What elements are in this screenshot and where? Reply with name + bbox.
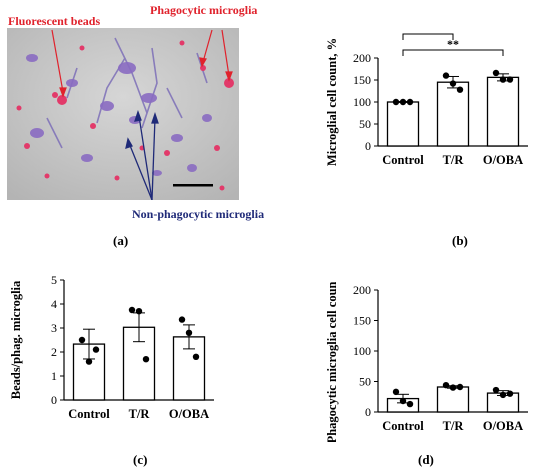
significance-bracket — [402, 33, 454, 40]
y-tick-label: 100 — [353, 344, 371, 358]
x-tick-label: T/R — [443, 153, 465, 167]
data-point — [442, 72, 450, 79]
bar-ooba — [486, 76, 520, 147]
data-point — [499, 391, 507, 399]
bar-tr — [436, 81, 470, 147]
y-tick-label: 150 — [353, 73, 371, 87]
y-tick-label: 100 — [353, 95, 371, 109]
y-tick-label: 50 — [359, 375, 371, 389]
data-point — [392, 98, 400, 106]
data-point — [492, 69, 500, 77]
x-tick-label: Control — [382, 153, 424, 167]
non-phagocytic-microglia-label: Non-phagocytic microglia — [132, 207, 265, 221]
panel-label-d: (d) — [418, 452, 434, 467]
y-tick-label: 200 — [353, 51, 371, 65]
y-axis-label: Phagocytic microglia cell count, % — [325, 282, 339, 442]
significance-label: * — [425, 30, 431, 35]
data-point — [78, 336, 86, 344]
data-point — [128, 306, 136, 314]
data-point — [142, 356, 150, 363]
data-point — [92, 346, 100, 353]
data-point — [135, 308, 143, 315]
bar-tr — [436, 386, 470, 413]
panel-label-b: (b) — [452, 233, 468, 248]
data-point — [456, 383, 464, 391]
data-point — [492, 386, 500, 394]
data-point — [85, 358, 93, 365]
y-axis-label: Beads/phag. microglia — [9, 280, 23, 399]
fluorescent-beads-label: Fluorescent beads — [8, 14, 101, 28]
data-point — [406, 98, 414, 106]
x-tick-label: T/R — [443, 419, 465, 433]
y-tick-label: 2 — [51, 345, 57, 359]
x-tick-label: T/R — [129, 407, 151, 421]
x-tick-label: O/OBA — [169, 407, 209, 421]
y-tick-label: 5 — [51, 273, 57, 287]
data-point — [449, 384, 457, 391]
data-point — [506, 76, 514, 83]
microglia-micrograph — [7, 28, 239, 200]
data-point — [406, 400, 414, 408]
y-tick-label: 4 — [51, 297, 57, 311]
x-tick-label: O/OBA — [483, 419, 523, 433]
x-tick-label: Control — [382, 419, 424, 433]
data-point — [506, 390, 514, 397]
y-tick-label: 1 — [51, 369, 57, 383]
data-point — [399, 397, 407, 405]
y-tick-label: 3 — [51, 321, 57, 335]
y-tick-label: 150 — [353, 314, 371, 328]
significance-bracket — [402, 49, 504, 56]
y-tick-label: 200 — [353, 283, 371, 297]
y-tick-label: 50 — [359, 117, 371, 131]
x-tick-label: Control — [68, 407, 110, 421]
chart-beads-per-phagocytic-microglia: 0 1 2 3 4 5 Beads/phag. microglia Control T/R O/O… — [9, 273, 214, 421]
y-tick-label: 0 — [365, 139, 371, 153]
data-point — [499, 76, 507, 83]
data-point — [185, 329, 193, 336]
chart-phagocytic-microglia-count: 0 50 100 150 200 Phagocytic microglia cell co… — [325, 282, 528, 442]
phagocytic-microglia-label: Phagocytic microglia — [150, 3, 258, 17]
x-tick-label: O/OBA — [483, 153, 523, 167]
panel-label-c: (c) — [133, 452, 148, 467]
y-tick-label: 0 — [51, 393, 57, 407]
data-point — [178, 316, 186, 323]
data-point — [392, 388, 400, 396]
data-point — [449, 80, 457, 87]
y-axis-label: Microglial cell count, % — [325, 38, 339, 166]
bar-control — [386, 101, 420, 147]
data-point — [456, 86, 464, 93]
data-point — [192, 353, 200, 360]
data-point — [399, 98, 407, 106]
y-tick-label: 0 — [365, 405, 371, 419]
chart-microglial-cell-count: 0 50 100 150 200 Microglial cell count, % Cont… — [325, 30, 528, 167]
micrograph-image — [7, 28, 239, 200]
panel-label-a: (a) — [113, 233, 129, 248]
data-point — [442, 381, 450, 389]
significance-label: ** — [447, 37, 459, 51]
